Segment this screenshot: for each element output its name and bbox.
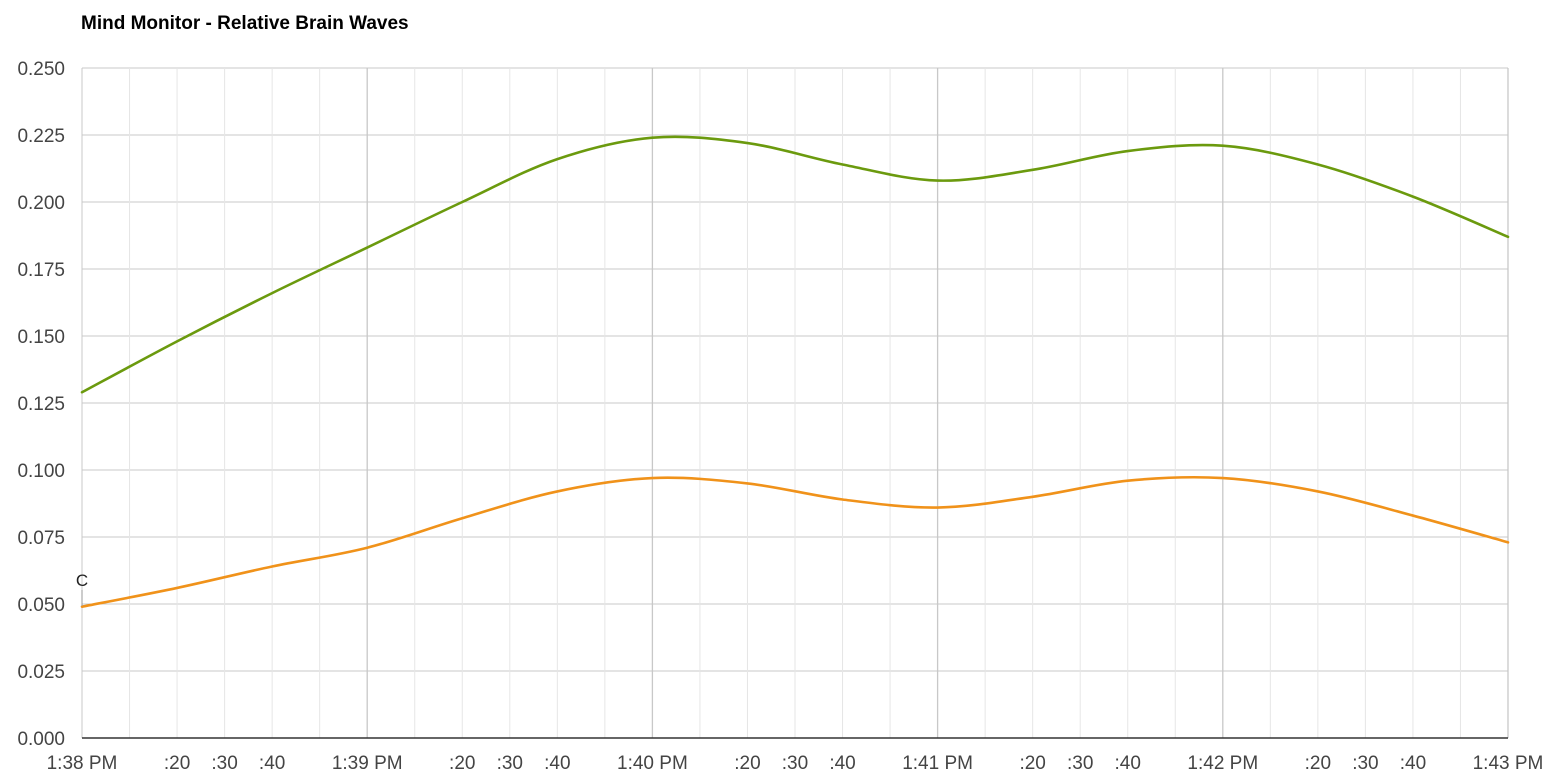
x-tick-label: :40	[829, 753, 855, 774]
x-tick-label: 1:38 PM	[47, 753, 118, 774]
x-tick-label: :20	[734, 753, 760, 774]
series-lines	[80, 135, 1510, 608]
y-tick-label: 0.050	[17, 595, 65, 616]
y-axis-tick-labels: 0.000 0.025 0.050 0.075 0.100 0.125 0.150 0.175…	[17, 59, 65, 750]
x-tick-label: 1:39 PM	[332, 753, 403, 774]
x-tick-label: :20	[164, 753, 190, 774]
x-tick-label: :30	[1067, 753, 1093, 774]
chart-title: Mind Monitor - Relative Brain Waves	[81, 13, 409, 34]
y-tick-label: 0.125	[17, 394, 65, 415]
x-tick-label: :40	[1115, 753, 1141, 774]
series-line-1	[80, 135, 1510, 394]
y-tick-label: 0.150	[17, 327, 65, 348]
y-tick-label: 0.250	[17, 59, 65, 80]
annotations: C	[76, 571, 88, 606]
x-tick-label: 1:40 PM	[617, 753, 688, 774]
grid-lines	[82, 67, 1509, 738]
x-tick-label: :30	[211, 753, 237, 774]
y-tick-label: 0.175	[17, 260, 65, 281]
x-tick-label: :30	[1352, 753, 1378, 774]
x-tick-label: :40	[259, 753, 285, 774]
y-tick-label: 0.100	[17, 461, 65, 482]
y-tick-label: 0.000	[17, 729, 65, 750]
y-tick-label: 0.075	[17, 528, 65, 549]
x-tick-label: :40	[1400, 753, 1426, 774]
y-tick-label: 0.225	[17, 126, 65, 147]
x-tick-label: 1:43 PM	[1473, 753, 1544, 774]
axes	[81, 68, 1508, 739]
x-tick-label: :20	[1305, 753, 1331, 774]
x-tick-label: :30	[782, 753, 808, 774]
y-tick-label: 0.025	[17, 662, 65, 683]
x-tick-label: 1:42 PM	[1187, 753, 1258, 774]
series-line-2	[80, 475, 1510, 608]
y-tick-label: 0.200	[17, 193, 65, 214]
x-tick-label: :20	[1019, 753, 1045, 774]
x-tick-label: :40	[544, 753, 570, 774]
x-tick-label: 1:41 PM	[902, 753, 973, 774]
x-axis-tick-labels: 1:38 PM :20 :30 :40 1:39 PM :20 :30 :40 1:40 PM:…	[47, 753, 1544, 774]
x-tick-label: :20	[449, 753, 475, 774]
annotation-label: C	[76, 571, 88, 590]
x-tick-label: :30	[497, 753, 523, 774]
